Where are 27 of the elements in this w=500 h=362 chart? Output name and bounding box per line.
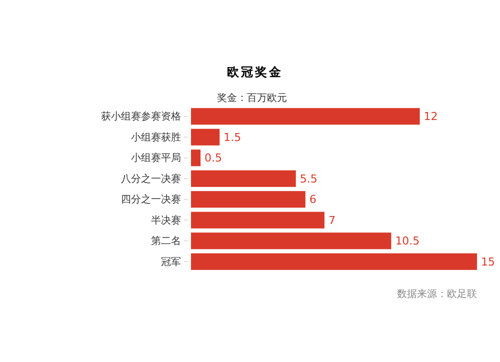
y-tick-label: 半决赛: [151, 214, 181, 226]
bar: [191, 253, 477, 270]
data-label: 10.5: [395, 234, 420, 248]
y-tick-label: 获小组赛参赛资格: [101, 110, 181, 123]
data-label: 6: [309, 193, 316, 206]
y-tick-label: 第二名: [151, 235, 181, 248]
y-tick-label: 八分之一决赛: [121, 172, 181, 185]
bar: [191, 212, 324, 228]
data-label: 12: [424, 110, 438, 124]
data-label: 0.5: [204, 152, 222, 165]
y-tick-label: 四分之一决赛: [121, 194, 181, 206]
y-tick-label: 小组赛平局: [131, 152, 181, 164]
data-label: 7: [328, 214, 336, 227]
bar: [191, 170, 296, 187]
chart-title: 欧冠奖金: [227, 65, 283, 79]
bar: [191, 150, 201, 166]
data-label: 1.5: [224, 130, 242, 144]
bar: [191, 128, 220, 146]
data-label: 5.5: [300, 172, 318, 186]
bar: [191, 232, 392, 250]
chart-subtitle: 奖金：百万欧元: [217, 92, 287, 104]
source-note: 数据来源：欧足联: [397, 288, 477, 300]
y-tick-label: 小组赛获胜: [131, 131, 181, 144]
bar: [191, 108, 420, 125]
y-tick-label: 冠军: [161, 256, 181, 268]
bar: [191, 191, 306, 208]
data-label: 15: [481, 255, 495, 268]
